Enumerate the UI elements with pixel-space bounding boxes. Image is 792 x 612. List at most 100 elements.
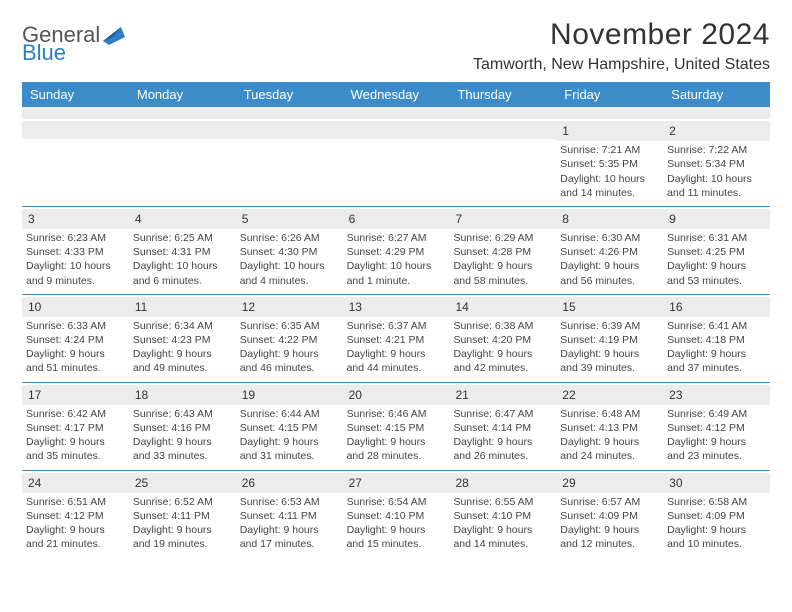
sunset-text: Sunset: 5:34 PM	[667, 157, 766, 171]
sunrise-text: Sunrise: 6:43 AM	[133, 407, 232, 421]
sunrise-text: Sunrise: 6:49 AM	[667, 407, 766, 421]
daylight-text: Daylight: 9 hours and 26 minutes.	[453, 435, 552, 463]
sunset-text: Sunset: 4:33 PM	[26, 245, 125, 259]
sunset-text: Sunset: 4:24 PM	[26, 333, 125, 347]
calendar-day: 8Sunrise: 6:30 AMSunset: 4:26 PMDaylight…	[556, 207, 663, 294]
sunrise-text: Sunrise: 6:30 AM	[560, 231, 659, 245]
sunrise-text: Sunrise: 6:48 AM	[560, 407, 659, 421]
daylight-text: Daylight: 9 hours and 21 minutes.	[26, 523, 125, 551]
brand-logo: General Blue	[22, 24, 125, 64]
calendar-week: 17Sunrise: 6:42 AMSunset: 4:17 PMDayligh…	[22, 382, 770, 470]
calendar-day: 12Sunrise: 6:35 AMSunset: 4:22 PMDayligh…	[236, 295, 343, 382]
day-number: 17	[22, 385, 129, 405]
calendar-day: 25Sunrise: 6:52 AMSunset: 4:11 PMDayligh…	[129, 471, 236, 558]
sunrise-text: Sunrise: 6:38 AM	[453, 319, 552, 333]
weekday-label: Friday	[556, 82, 663, 107]
day-number	[22, 121, 129, 139]
daylight-text: Daylight: 9 hours and 10 minutes.	[667, 523, 766, 551]
daylight-text: Daylight: 9 hours and 28 minutes.	[347, 435, 446, 463]
day-number: 2	[663, 121, 770, 141]
daylight-text: Daylight: 10 hours and 11 minutes.	[667, 172, 766, 200]
sunset-text: Sunset: 4:16 PM	[133, 421, 232, 435]
daylight-text: Daylight: 10 hours and 4 minutes.	[240, 259, 339, 287]
sunset-text: Sunset: 4:17 PM	[26, 421, 125, 435]
sunrise-text: Sunrise: 6:29 AM	[453, 231, 552, 245]
day-number: 23	[663, 385, 770, 405]
day-number: 27	[343, 473, 450, 493]
calendar-day-empty	[22, 119, 129, 206]
weekday-label: Wednesday	[343, 82, 450, 107]
daylight-text: Daylight: 9 hours and 39 minutes.	[560, 347, 659, 375]
sunset-text: Sunset: 4:10 PM	[453, 509, 552, 523]
calendar-day-empty	[343, 119, 450, 206]
day-number	[129, 121, 236, 139]
calendar: SundayMondayTuesdayWednesdayThursdayFrid…	[22, 82, 770, 557]
calendar-day: 22 Sunrise: 6:48 AMSunset: 4:13 PMDayligh…	[556, 383, 663, 470]
calendar-day: 2Sunrise: 7:22 AMSunset: 5:34 PMDaylight…	[663, 119, 770, 206]
daylight-text: Daylight: 9 hours and 24 minutes.	[560, 435, 659, 463]
sunrise-text: Sunrise: 6:34 AM	[133, 319, 232, 333]
day-number: 30	[663, 473, 770, 493]
day-number: 1	[556, 121, 663, 141]
sunrise-text: Sunrise: 6:26 AM	[240, 231, 339, 245]
calendar-day: 19Sunrise: 6:44 AMSunset: 4:15 PMDayligh…	[236, 383, 343, 470]
day-number: 28	[449, 473, 556, 493]
daylight-text: Daylight: 10 hours and 1 minute.	[347, 259, 446, 287]
sunset-text: Sunset: 4:09 PM	[667, 509, 766, 523]
day-number: 10	[22, 297, 129, 317]
sunrise-text: Sunrise: 6:25 AM	[133, 231, 232, 245]
sunset-text: Sunset: 4:29 PM	[347, 245, 446, 259]
daylight-text: Daylight: 9 hours and 23 minutes.	[667, 435, 766, 463]
sunset-text: Sunset: 4:18 PM	[667, 333, 766, 347]
calendar-day: 27 Sunrise: 6:54 AMSunset: 4:10 PMDayligh…	[343, 471, 450, 558]
sunset-text: Sunset: 4:15 PM	[240, 421, 339, 435]
header-spacer	[22, 107, 770, 119]
day-number: 21	[449, 385, 556, 405]
sunset-text: Sunset: 4:10 PM	[347, 509, 446, 523]
sunrise-text: Sunrise: 6:55 AM	[453, 495, 552, 509]
sunrise-text: Sunrise: 6:23 AM	[26, 231, 125, 245]
kite-icon	[103, 27, 125, 50]
day-number: 29	[556, 473, 663, 493]
day-number: 7	[449, 209, 556, 229]
calendar-day: 26Sunrise: 6:53 AMSunset: 4:11 PMDayligh…	[236, 471, 343, 558]
daylight-text: Daylight: 9 hours and 31 minutes.	[240, 435, 339, 463]
sunset-text: Sunset: 4:13 PM	[560, 421, 659, 435]
calendar-day: 29Sunrise: 6:57 AMSunset: 4:09 PMDayligh…	[556, 471, 663, 558]
calendar-day: 7Sunrise: 6:29 AMSunset: 4:28 PMDaylight…	[449, 207, 556, 294]
calendar-day: 18Sunrise: 6:43 AMSunset: 4:16 PMDayligh…	[129, 383, 236, 470]
daylight-text: Daylight: 9 hours and 37 minutes.	[667, 347, 766, 375]
sunrise-text: Sunrise: 6:27 AM	[347, 231, 446, 245]
day-number: 26	[236, 473, 343, 493]
day-number: 24	[22, 473, 129, 493]
day-number: 22	[556, 385, 663, 405]
sunrise-text: Sunrise: 6:52 AM	[133, 495, 232, 509]
sunset-text: Sunset: 4:11 PM	[133, 509, 232, 523]
calendar-day: 3Sunrise: 6:23 AMSunset: 4:33 PMDaylight…	[22, 207, 129, 294]
calendar-day: 9Sunrise: 6:31 AMSunset: 4:25 PMDaylight…	[663, 207, 770, 294]
sunrise-text: Sunrise: 6:58 AM	[667, 495, 766, 509]
daylight-text: Daylight: 9 hours and 15 minutes.	[347, 523, 446, 551]
calendar-day: 16Sunrise: 6:41 AMSunset: 4:18 PMDayligh…	[663, 295, 770, 382]
daylight-text: Daylight: 10 hours and 6 minutes.	[133, 259, 232, 287]
sunrise-text: Sunrise: 6:51 AM	[26, 495, 125, 509]
calendar-day: 10Sunrise: 6:33 AMSunset: 4:24 PMDayligh…	[22, 295, 129, 382]
day-number: 9	[663, 209, 770, 229]
daylight-text: Daylight: 9 hours and 42 minutes.	[453, 347, 552, 375]
sunset-text: Sunset: 4:31 PM	[133, 245, 232, 259]
day-number: 13	[343, 297, 450, 317]
calendar-day: 6Sunrise: 6:27 AMSunset: 4:29 PMDaylight…	[343, 207, 450, 294]
sunset-text: Sunset: 4:30 PM	[240, 245, 339, 259]
sunrise-text: Sunrise: 6:54 AM	[347, 495, 446, 509]
header: General Blue November 2024 Tamworth, New…	[22, 18, 770, 74]
sunset-text: Sunset: 4:11 PM	[240, 509, 339, 523]
sunrise-text: Sunrise: 6:31 AM	[667, 231, 766, 245]
day-number: 14	[449, 297, 556, 317]
sunset-text: Sunset: 4:19 PM	[560, 333, 659, 347]
sunset-text: Sunset: 4:09 PM	[560, 509, 659, 523]
calendar-day: 1Sunrise: 7:21 AMSunset: 5:35 PMDaylight…	[556, 119, 663, 206]
weekday-label: Tuesday	[236, 82, 343, 107]
day-number: 8	[556, 209, 663, 229]
sunset-text: Sunset: 4:15 PM	[347, 421, 446, 435]
daylight-text: Daylight: 9 hours and 49 minutes.	[133, 347, 232, 375]
